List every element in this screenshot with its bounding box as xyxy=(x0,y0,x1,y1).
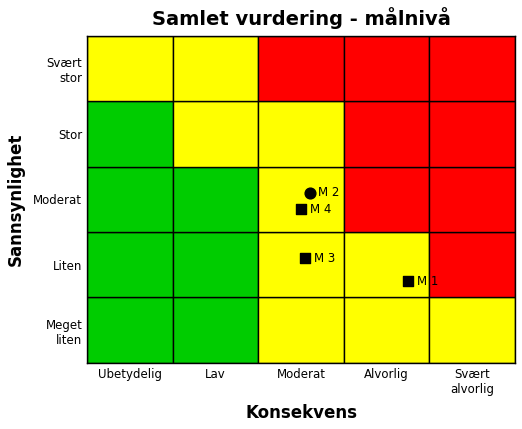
Title: Samlet vurdering - målnivå: Samlet vurdering - målnivå xyxy=(152,7,450,29)
Bar xyxy=(258,167,344,232)
Bar xyxy=(258,297,344,363)
Bar xyxy=(344,101,430,167)
Bar xyxy=(87,101,173,167)
Text: M 4: M 4 xyxy=(310,203,331,216)
Point xyxy=(297,206,305,213)
Bar xyxy=(430,167,515,232)
Point xyxy=(404,278,412,284)
Bar xyxy=(258,36,344,101)
Bar xyxy=(173,101,258,167)
Bar xyxy=(344,232,430,297)
Bar xyxy=(173,167,258,232)
Bar xyxy=(430,101,515,167)
Bar xyxy=(87,36,173,101)
Bar xyxy=(430,232,515,297)
X-axis label: Konsekvens: Konsekvens xyxy=(245,404,357,422)
Bar xyxy=(87,167,173,232)
Bar xyxy=(87,232,173,297)
Bar xyxy=(87,297,173,363)
Bar xyxy=(173,36,258,101)
Point xyxy=(301,255,310,262)
Text: M 1: M 1 xyxy=(417,275,438,288)
Bar xyxy=(173,297,258,363)
Y-axis label: Sannsynlighet: Sannsynlighet xyxy=(7,133,25,266)
Bar xyxy=(344,167,430,232)
Text: M 2: M 2 xyxy=(318,187,340,199)
Bar xyxy=(258,101,344,167)
Bar xyxy=(344,297,430,363)
Point xyxy=(305,190,314,196)
Text: M 3: M 3 xyxy=(314,252,335,265)
Bar xyxy=(173,232,258,297)
Bar xyxy=(344,36,430,101)
Bar xyxy=(430,36,515,101)
Bar xyxy=(430,297,515,363)
Bar xyxy=(258,232,344,297)
